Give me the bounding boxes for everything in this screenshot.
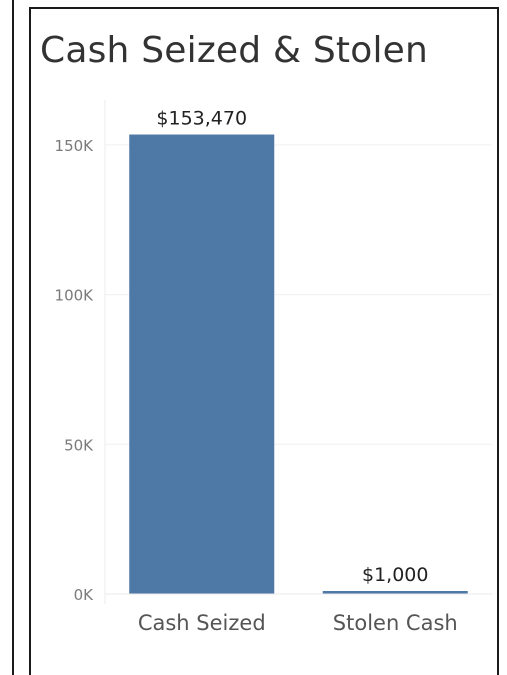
x-category-label: Stolen Cash (333, 611, 458, 635)
y-tick-label: 0K (74, 586, 95, 604)
y-tick-label: 50K (64, 436, 94, 454)
bar (129, 134, 275, 594)
data-label: $153,470 (156, 108, 247, 130)
bar (322, 591, 468, 594)
y-tick-label: 100K (55, 287, 95, 305)
y-tick-label: 150K (55, 137, 95, 155)
adjacent-panel-edge (0, 0, 14, 675)
x-category-label: Cash Seized (138, 611, 266, 635)
data-label: $1,000 (362, 564, 428, 586)
chart-title: Cash Seized & Stolen (40, 30, 429, 71)
